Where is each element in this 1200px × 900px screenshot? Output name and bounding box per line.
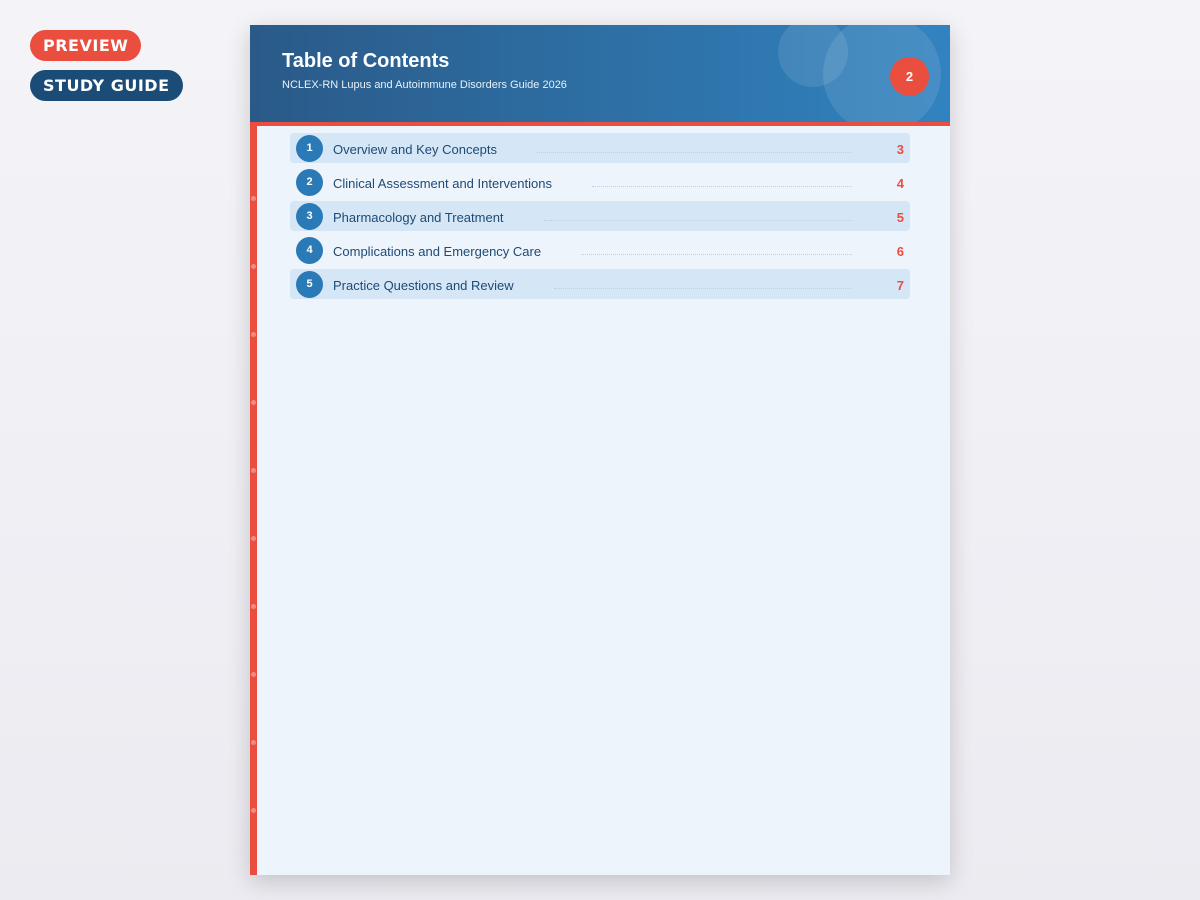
chapter-title: Complications and Emergency Care — [333, 244, 542, 259]
chapter-number: 2 — [296, 168, 323, 196]
chapter-title: Pharmacology and Treatment — [333, 210, 504, 225]
rail-dot — [251, 672, 256, 677]
chapter-number: 3 — [296, 202, 323, 230]
toc-item[interactable]: 4 Complications and Emergency Care 6 — [290, 235, 910, 265]
chapter-page: 4 — [896, 176, 904, 191]
rail-dot — [251, 264, 256, 269]
chapter-page: 7 — [896, 278, 904, 293]
dot-leader — [543, 219, 852, 221]
page-title: Table of Contents — [282, 50, 450, 72]
rail-dot — [251, 400, 256, 405]
toc-item[interactable]: 2 Clinical Assessment and Interventions … — [290, 167, 910, 197]
chapter-title: Clinical Assessment and Interventions — [333, 176, 552, 191]
chapter-title: Overview and Key Concepts — [333, 142, 498, 157]
dot-leader — [537, 151, 852, 153]
chapter-page: 6 — [896, 244, 904, 259]
chapter-page: 5 — [896, 210, 904, 225]
rail-dot — [251, 808, 256, 813]
rail-dot — [251, 536, 256, 541]
chapter-number: 4 — [296, 236, 323, 264]
chapter-title: Practice Questions and Review — [333, 278, 514, 293]
toc-item[interactable]: 3 Pharmacology and Treatment 5 — [290, 201, 910, 231]
dot-leader — [553, 287, 852, 289]
decorative-circle — [778, 25, 848, 87]
rail-dot — [251, 604, 256, 609]
page-header: Table of Contents NCLEX-RN Lupus and Aut… — [250, 25, 950, 126]
study-guide-badge: STUDY GUIDE — [30, 70, 183, 101]
rail-dot — [251, 740, 256, 745]
side-rail — [250, 126, 257, 875]
toc-item[interactable]: 5 Practice Questions and Review 7 — [290, 269, 910, 299]
dot-leader — [581, 253, 852, 255]
page-number-badge: 2 — [890, 57, 929, 96]
toc-item[interactable]: 1 Overview and Key Concepts 3 — [290, 133, 910, 163]
rail-dot — [251, 468, 256, 473]
preview-badge: PREVIEW — [30, 30, 142, 61]
page-subtitle: NCLEX-RN Lupus and Autoimmune Disorders … — [282, 79, 567, 91]
rail-dot — [251, 332, 256, 337]
document-page: Table of Contents NCLEX-RN Lupus and Aut… — [250, 25, 950, 875]
chapter-number: 5 — [296, 270, 323, 298]
rail-dot — [251, 196, 256, 201]
dot-leader — [591, 185, 852, 187]
chapter-page: 3 — [896, 142, 904, 157]
chapter-number: 1 — [296, 134, 323, 162]
